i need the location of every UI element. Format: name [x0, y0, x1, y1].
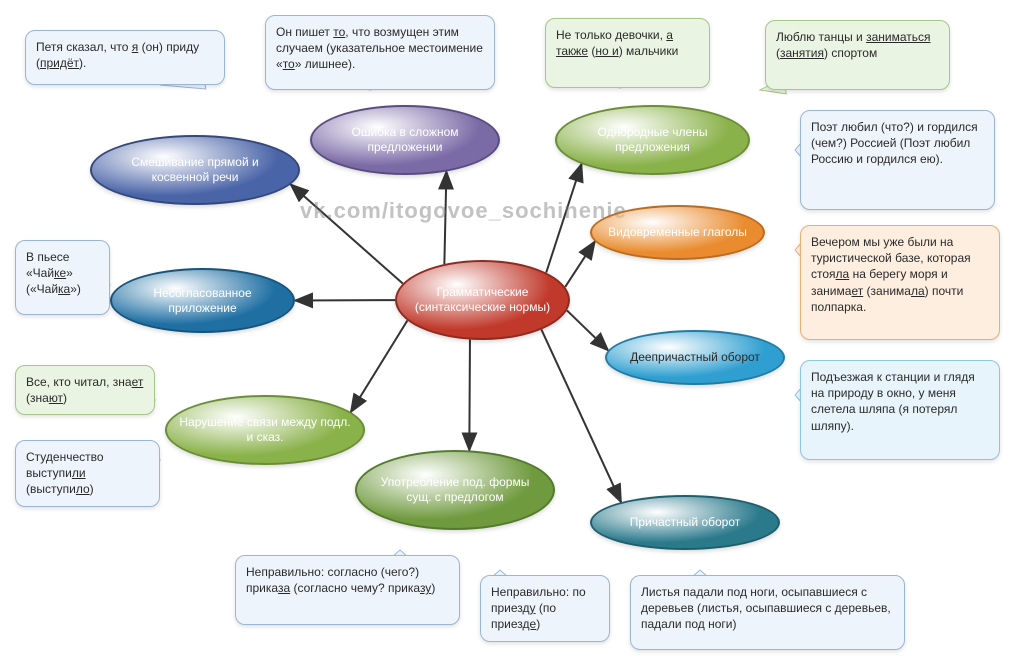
edge-center-n6	[567, 310, 608, 350]
edge-center-n7	[351, 321, 408, 413]
edge-center-n8	[469, 340, 470, 451]
concept-node-n3: Однородные члены предложения	[555, 105, 750, 175]
center-node: Грамматические (синтаксические нормы)	[395, 260, 570, 340]
concept-node-n5: Несогласованное приложение	[110, 268, 295, 333]
edge-center-n4	[565, 241, 595, 286]
mindmap-stage: { "canvas": {"w":1010,"h":665,"bg":"#fff…	[0, 0, 1010, 665]
callout-c11: Неправильно: согласно (чего?) приказа (с…	[235, 555, 460, 625]
edge-center-n1	[291, 184, 403, 283]
callout-c12: Неправильно: по приезду (по приезде)	[480, 575, 610, 642]
concept-node-n4: Видовременные глаголы	[590, 205, 765, 260]
callout-c1: Петя сказал, что я (он) приду (придёт).	[25, 30, 225, 85]
callout-c6: Вечером мы уже были на туристической баз…	[800, 225, 1000, 340]
callout-c3: Не только девочки, а также (но и) мальчи…	[545, 18, 710, 88]
concept-node-n9: Причастный оборот	[590, 495, 780, 550]
callout-c9: Все, кто читал, знает (знают)	[15, 365, 155, 415]
concept-node-n6: Деепричастный оборот	[605, 330, 785, 385]
concept-node-n1: Смешивание прямой и косвенной речи	[90, 135, 300, 205]
watermark: vk.com/itogovoe_sochinenie	[300, 198, 627, 224]
callout-c4: Люблю танцы и заниматься (занятия) спорт…	[765, 20, 950, 90]
callout-c7: В пьесе «Чайке» («Чайка»)	[15, 240, 110, 315]
edge-center-n3	[546, 164, 581, 273]
callout-c8: Подъезжая к станции и глядя на природу в…	[800, 360, 1000, 460]
callout-c13: Листья падали под ноги, осыпавшиеся с де…	[630, 575, 905, 650]
callout-c10: Студенчество выступили (выступило)	[15, 440, 160, 507]
concept-node-n8: Употребление под. формы сущ. с предлогом	[355, 450, 555, 530]
edge-center-n2	[444, 171, 446, 264]
concept-node-n7: Нарушение связи между подл. и сказ.	[165, 395, 365, 465]
concept-node-n2: Ошибка в сложном предложении	[310, 105, 500, 175]
callout-c5: Поэт любил (что?) и гордился (чем?) Росс…	[800, 110, 995, 210]
callout-c2: Он пишет то, что возмущен этим случаем (…	[265, 15, 495, 90]
